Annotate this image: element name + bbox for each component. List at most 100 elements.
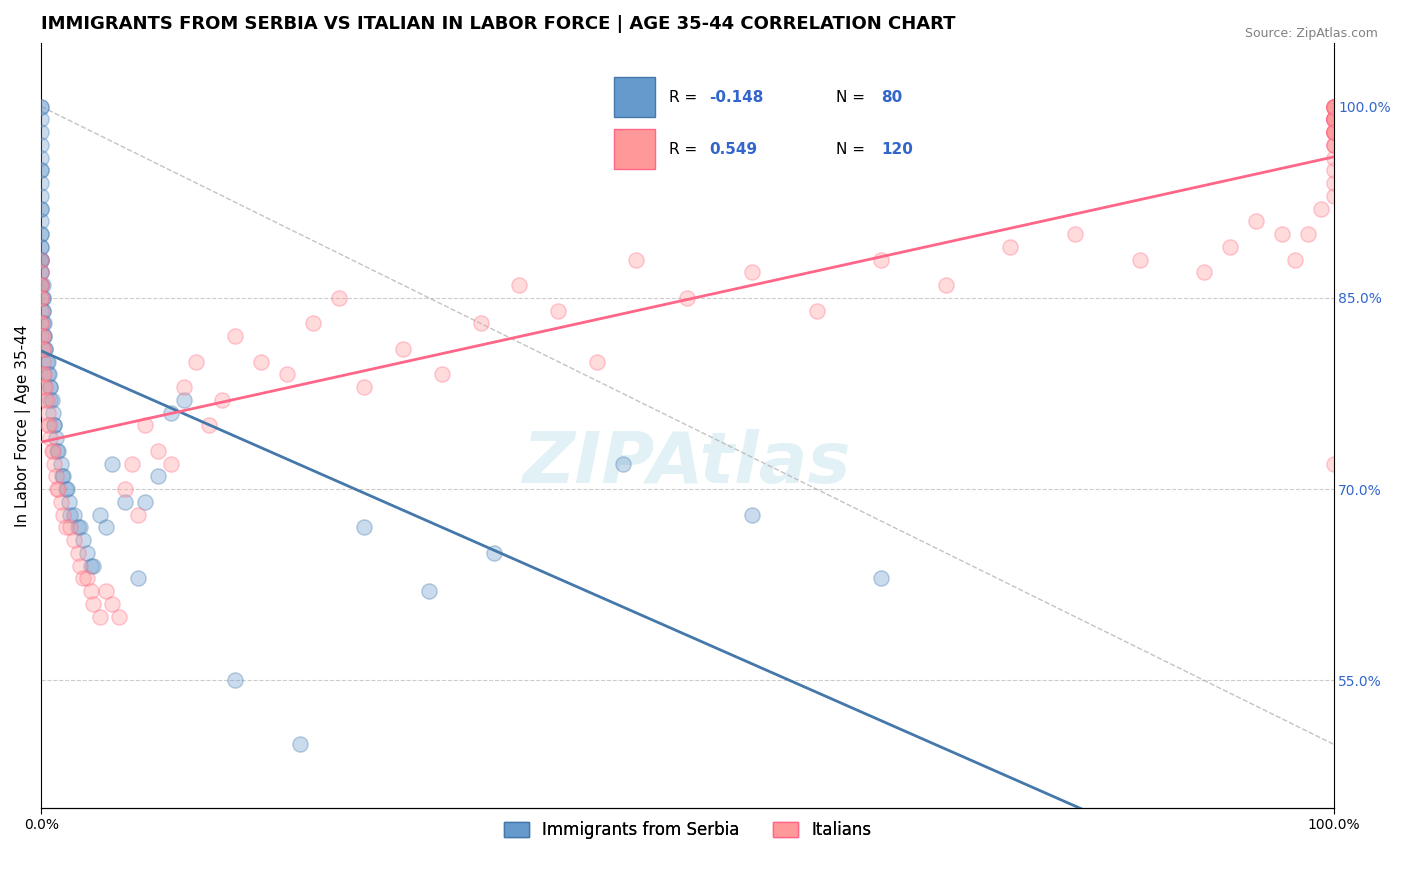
Point	[39, 380, 62, 394]
Point	[34, 342, 56, 356]
Point	[72, 571, 94, 585]
Point	[741, 508, 763, 522]
Point	[1322, 112, 1344, 127]
Point	[37, 418, 59, 433]
Text: Source: ZipAtlas.com: Source: ZipAtlas.com	[1244, 27, 1378, 40]
Point	[114, 482, 136, 496]
Point	[30, 240, 52, 254]
Point	[31, 291, 53, 305]
Point	[1322, 457, 1344, 471]
Point	[624, 252, 647, 267]
Point	[1322, 112, 1344, 127]
Point	[1322, 125, 1344, 139]
Point	[52, 469, 75, 483]
Point	[41, 444, 63, 458]
Point	[1322, 100, 1344, 114]
Point	[1322, 137, 1344, 152]
Point	[806, 303, 828, 318]
Point	[288, 737, 311, 751]
Point	[44, 418, 66, 433]
Point	[51, 469, 73, 483]
Point	[30, 265, 52, 279]
Point	[30, 278, 52, 293]
Point	[1322, 125, 1344, 139]
Point	[30, 252, 52, 267]
Point	[30, 227, 52, 242]
Point	[58, 495, 80, 509]
Point	[586, 354, 609, 368]
Point	[211, 392, 233, 407]
Point	[870, 571, 893, 585]
Point	[1244, 214, 1267, 228]
Point	[121, 457, 143, 471]
Point	[32, 329, 55, 343]
Point	[30, 252, 52, 267]
Point	[1322, 100, 1344, 114]
Point	[44, 418, 66, 433]
Point	[353, 380, 375, 394]
Point	[1322, 125, 1344, 139]
Point	[1322, 151, 1344, 165]
Point	[186, 354, 208, 368]
Point	[198, 418, 221, 433]
Point	[30, 151, 52, 165]
Point	[94, 584, 117, 599]
Point	[31, 317, 53, 331]
Point	[55, 520, 77, 534]
Point	[30, 278, 52, 293]
Point	[30, 100, 52, 114]
Point	[612, 457, 634, 471]
Point	[89, 508, 111, 522]
Point	[56, 482, 79, 496]
Point	[45, 469, 67, 483]
Point	[508, 278, 530, 293]
Point	[34, 392, 56, 407]
Point	[1296, 227, 1319, 242]
Point	[1194, 265, 1216, 279]
Point	[1322, 112, 1344, 127]
Point	[69, 558, 91, 573]
Point	[127, 508, 149, 522]
Point	[30, 329, 52, 343]
Point	[30, 202, 52, 216]
Point	[52, 508, 75, 522]
Point	[49, 457, 72, 471]
Point	[30, 163, 52, 178]
Point	[1322, 112, 1344, 127]
Point	[30, 125, 52, 139]
Point	[39, 431, 62, 445]
Point	[676, 291, 699, 305]
Point	[418, 584, 440, 599]
Point	[30, 202, 52, 216]
Point	[30, 189, 52, 203]
Point	[1322, 125, 1344, 139]
Text: ZIPAtlas: ZIPAtlas	[523, 429, 852, 499]
Point	[31, 342, 53, 356]
Point	[1322, 125, 1344, 139]
Point	[250, 354, 273, 368]
Point	[45, 482, 67, 496]
Point	[1322, 100, 1344, 114]
Point	[62, 508, 84, 522]
Point	[1322, 112, 1344, 127]
Point	[1322, 100, 1344, 114]
Point	[547, 303, 569, 318]
Point	[69, 520, 91, 534]
Point	[30, 291, 52, 305]
Point	[1064, 227, 1087, 242]
Point	[935, 278, 957, 293]
Point	[30, 214, 52, 228]
Point	[30, 137, 52, 152]
Point	[1322, 100, 1344, 114]
Point	[301, 317, 323, 331]
Point	[44, 457, 66, 471]
Point	[55, 482, 77, 496]
Point	[1322, 163, 1344, 178]
Point	[89, 609, 111, 624]
Point	[45, 444, 67, 458]
Point	[30, 100, 52, 114]
Y-axis label: In Labor Force | Age 35-44: In Labor Force | Age 35-44	[15, 325, 31, 526]
Point	[59, 508, 82, 522]
Point	[741, 265, 763, 279]
Point	[134, 418, 156, 433]
